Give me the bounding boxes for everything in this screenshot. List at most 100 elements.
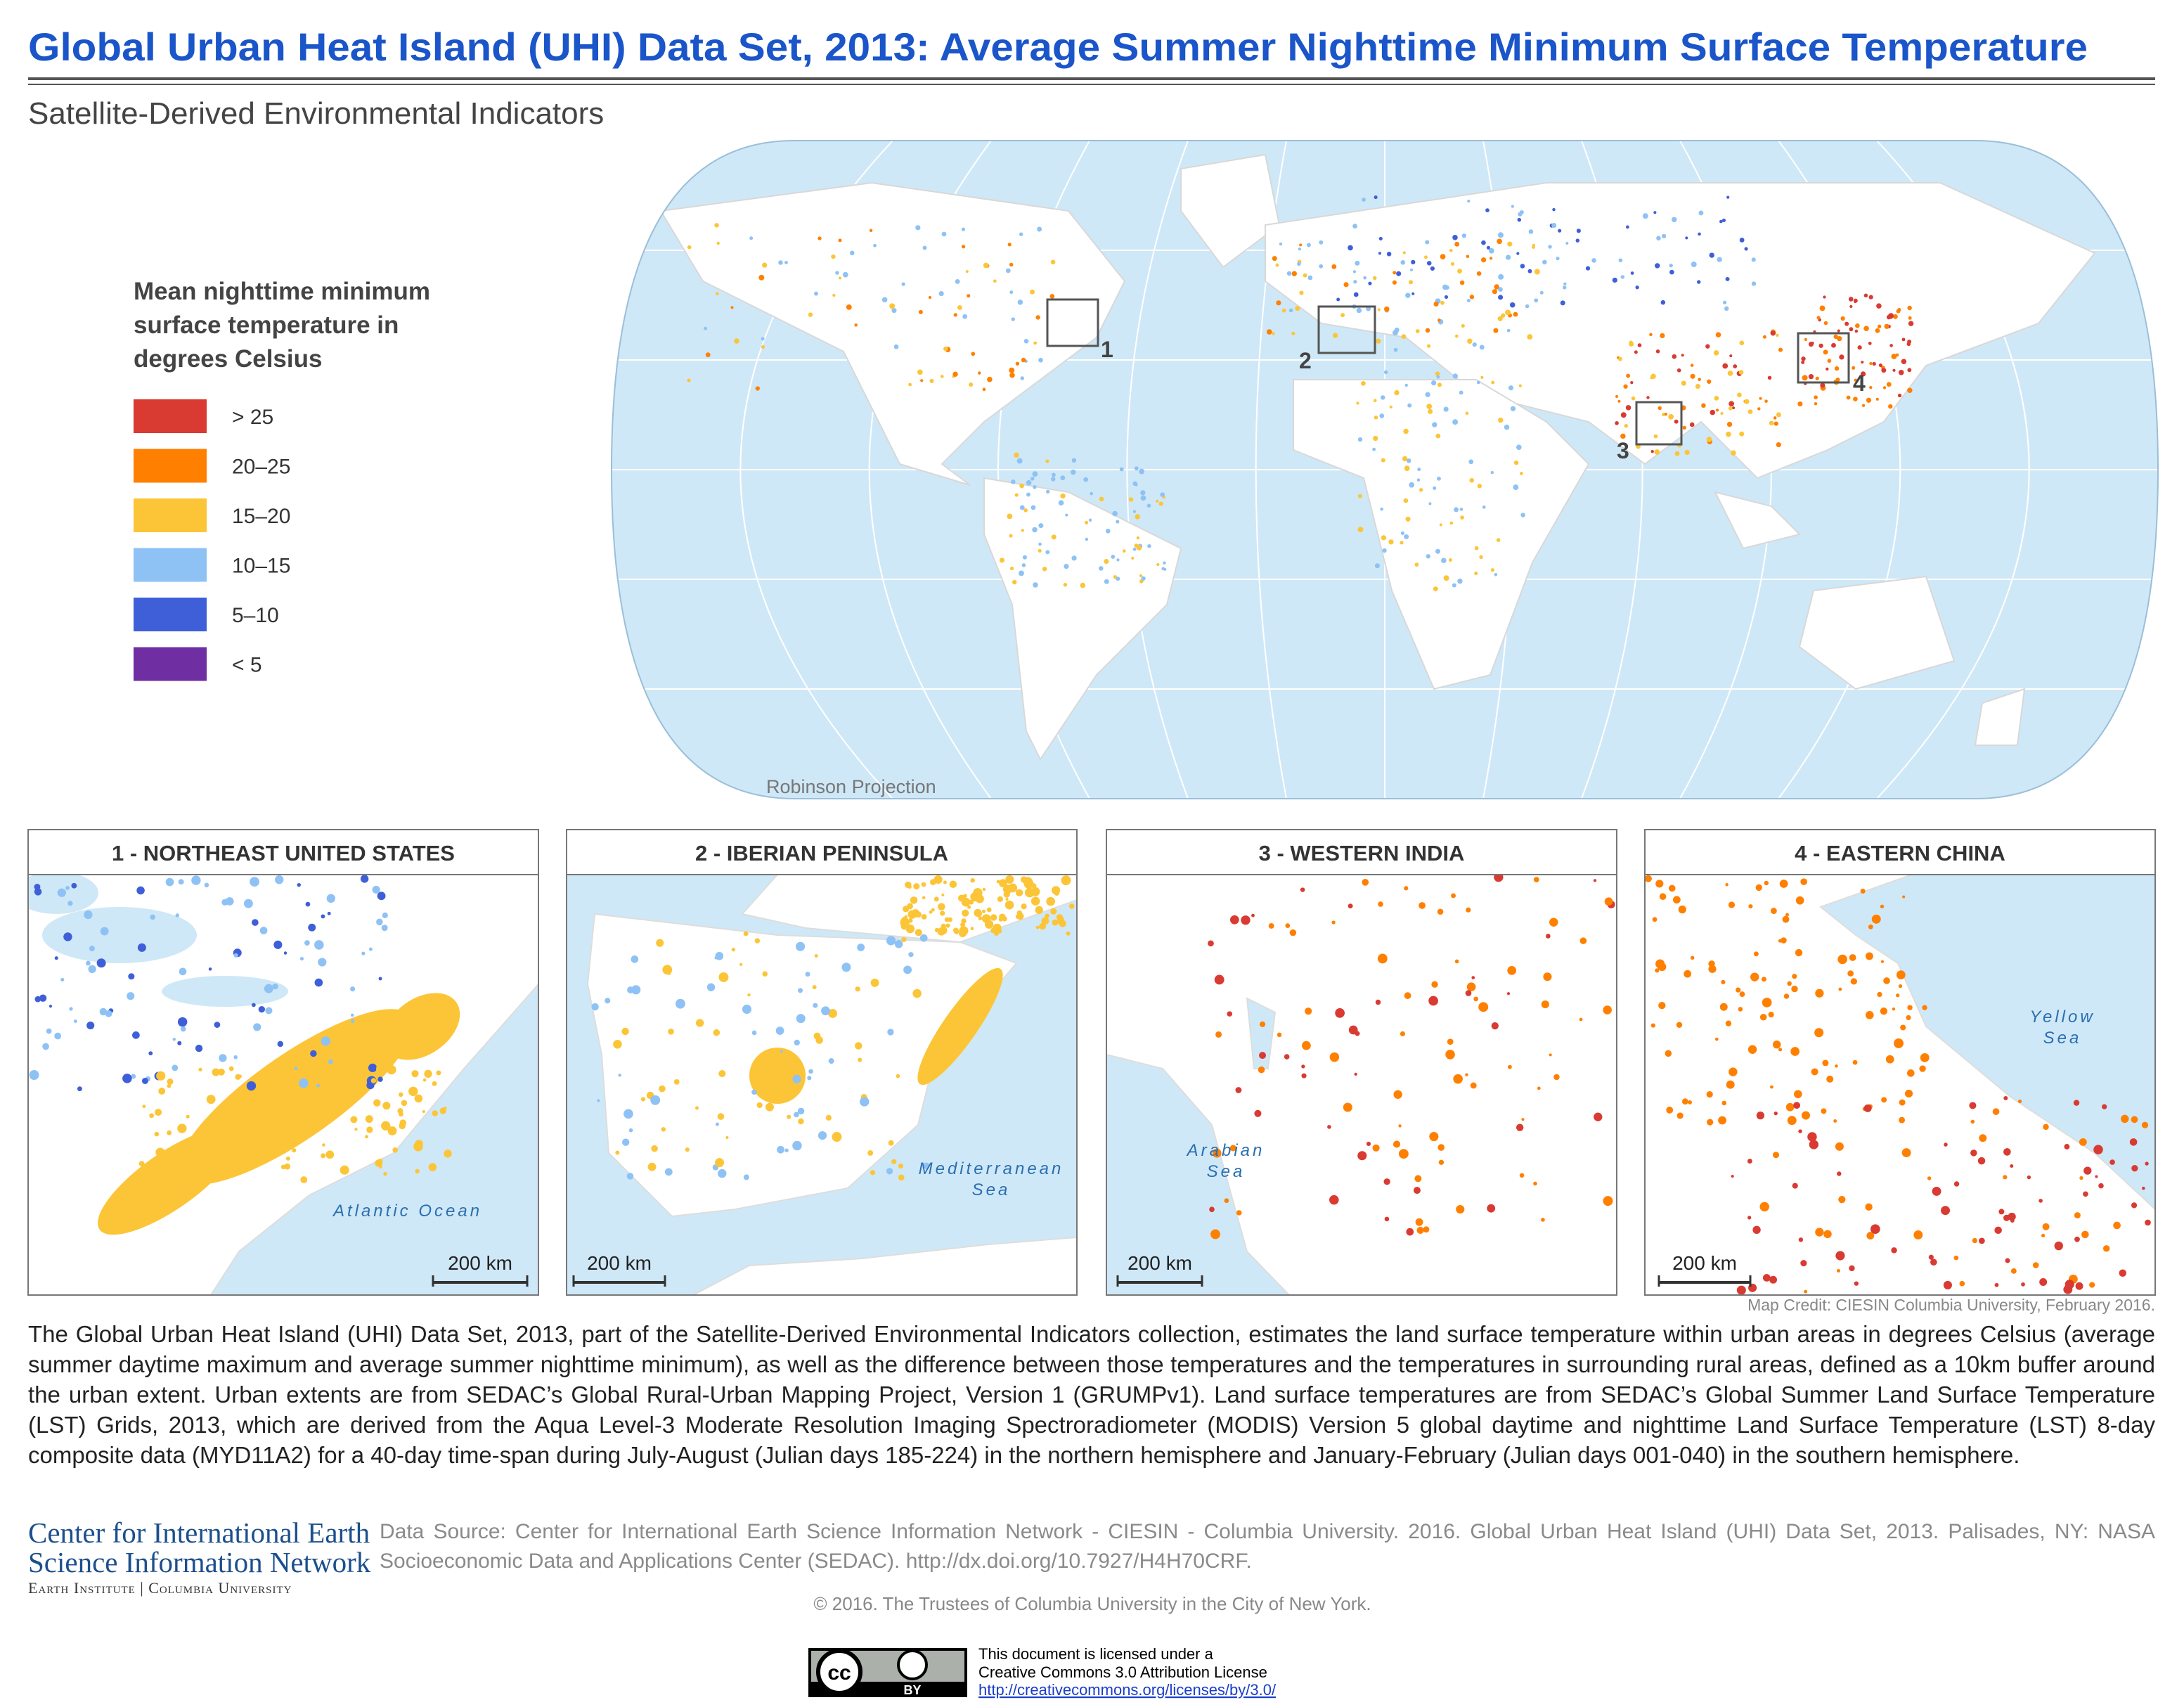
urban-area [65,885,70,890]
legend-label: 20–25 [232,456,290,479]
urban-point [1437,318,1441,322]
inset: Arabian Sea 200 km 3 - WESTERN INDIA [1106,829,1617,1296]
urban-area [742,1004,752,1014]
urban-area [1431,981,1438,988]
urban-point [1662,413,1665,416]
urban-area [1896,970,1906,979]
urban-area [650,1095,661,1105]
inset-frame [27,829,539,1296]
urban-area [1837,1171,1842,1176]
urban-area [295,1129,301,1135]
urban-point [1689,422,1695,427]
urban-area [900,923,907,930]
urban-area [372,885,380,894]
urban-area [1850,978,1857,985]
urban-point [1357,437,1363,442]
inset-frame [1106,829,1617,1296]
urban-point [831,254,836,259]
urban-point [1854,329,1859,333]
urban-area [383,993,460,1060]
urban-area [1721,1100,1727,1106]
urban-point [1406,458,1411,463]
urban-point [1298,247,1302,251]
urban-area [1807,1132,1817,1142]
urban-area [907,917,913,923]
urban-area [1838,1196,1846,1204]
urban-point [1139,574,1143,578]
urban-area [888,1140,894,1146]
urban-area [1268,923,1274,929]
legend-swatch [134,548,207,582]
urban-area [718,972,729,982]
urban-area [631,955,639,963]
urban-point [1457,269,1462,274]
urban-area [1327,1125,1331,1129]
urban-point [1485,208,1490,212]
urban-point [1437,476,1441,481]
urban-area [1466,907,1471,913]
urban-area [287,1086,294,1093]
urban-point [1286,271,1292,276]
urban-point [1690,373,1695,379]
inset-box [1797,332,1850,384]
urban-area [2074,1236,2080,1242]
urban-area [870,1170,876,1176]
urban-point [1833,334,1838,340]
urban-area [444,1107,447,1110]
urban-point [1141,576,1146,581]
license-line: This document is licensed under a [978,1645,1214,1663]
urban-area [1800,1260,1807,1267]
urban-point [808,312,813,317]
urban-area [34,888,42,896]
urban-area [2079,1138,2087,1146]
urban-point [1136,536,1140,540]
urban-area [1891,1247,1897,1254]
license-link[interactable]: http://creativecommons.org/licenses/by/3… [978,1681,1277,1699]
urban-area [2102,1104,2107,1109]
urban-point [835,271,839,275]
urban-area [1362,879,1369,886]
urban-area [963,894,967,899]
urban-area [1002,884,1012,894]
urban-area [647,1162,657,1171]
urban-area [673,1078,680,1085]
urban-point [1669,263,1673,268]
urban-point [953,313,957,317]
urban-point [1459,280,1465,285]
urban-area [931,908,935,912]
urban-area [923,1162,930,1169]
urban-area [982,887,986,891]
urban-point [1019,505,1025,510]
urban-area [284,1163,290,1170]
urban-point [1840,316,1845,321]
copyright: © 2016. The Trustees of Columbia Univers… [813,1593,1371,1614]
urban-point [1558,228,1562,233]
urban-area [2131,1116,2138,1123]
urban-area [273,940,283,949]
urban-area [252,919,259,926]
urban-area [1005,897,1009,901]
urban-point [1163,561,1166,565]
urban-area [1398,1124,1402,1128]
urban-point [1425,392,1430,397]
urban-area [238,1074,242,1078]
urban-area [1227,1011,1233,1017]
urban-area [1752,1225,1761,1234]
urban-point [1669,269,1674,275]
urban-area [444,1150,452,1158]
water [209,983,538,1295]
urban-area [191,875,201,885]
urban-point [1449,248,1453,252]
urban-area [1870,1224,1880,1235]
urban-area [949,880,957,888]
urban-area [1708,965,1717,973]
urban-point [1709,252,1714,258]
urban-point [1498,295,1504,300]
urban-area [855,1042,862,1050]
urban-area [2003,1175,2008,1180]
urban-point [755,386,760,391]
urban-point [1052,472,1056,477]
urban-point [1156,562,1160,567]
urban-point [1698,232,1701,236]
subtitle: Satellite-Derived Environmental Indicato… [28,96,604,131]
